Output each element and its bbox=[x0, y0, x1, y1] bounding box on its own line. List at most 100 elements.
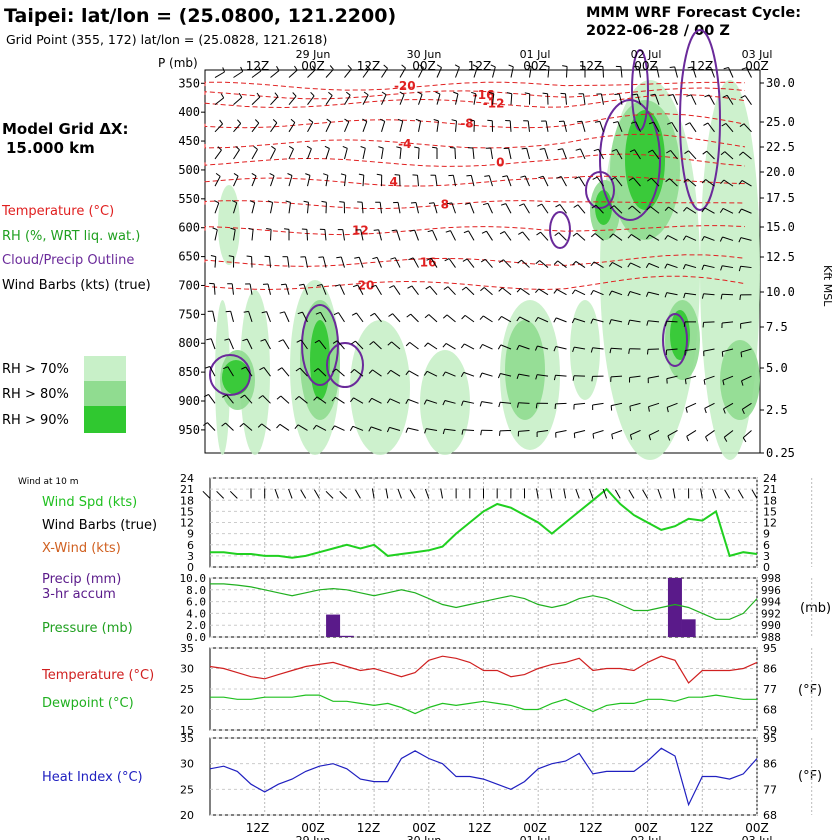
wind-barb-flag bbox=[648, 406, 650, 412]
wind-barb bbox=[452, 175, 456, 187]
wind-barb bbox=[251, 202, 256, 214]
pressure-ytick: 990 bbox=[761, 619, 781, 632]
wind-barb-flag bbox=[629, 434, 633, 440]
wind-barb bbox=[630, 430, 641, 436]
wind-barb bbox=[631, 205, 641, 214]
wind-barb-flag bbox=[479, 344, 483, 349]
wind-barb-flag bbox=[423, 371, 428, 376]
day-label-bottom: 01 Jul bbox=[520, 834, 551, 840]
wind-barb-flag bbox=[405, 427, 409, 433]
wind-barb-flag bbox=[524, 92, 530, 95]
temperature-contour bbox=[204, 81, 746, 91]
wind-barb bbox=[519, 316, 530, 323]
wind-speed-series bbox=[210, 487, 758, 559]
wind-barb-flag bbox=[308, 118, 314, 123]
wind-barb-flag bbox=[387, 341, 392, 346]
wind-barb bbox=[555, 429, 567, 434]
wind-barb-flag bbox=[284, 228, 290, 230]
wind-barb bbox=[207, 422, 216, 431]
wind-barb-flag bbox=[591, 204, 597, 209]
wind-barb-flag bbox=[397, 118, 403, 122]
wind-barb bbox=[631, 233, 641, 241]
wind-barb bbox=[518, 402, 530, 404]
wind-barb-flag bbox=[683, 178, 688, 183]
wind-barb-flag bbox=[628, 348, 630, 354]
wind-barb bbox=[307, 69, 316, 78]
day-label-top: 29 Jun bbox=[296, 48, 331, 61]
wind-barb bbox=[706, 150, 715, 160]
wind-barb bbox=[666, 348, 678, 351]
wind-barb bbox=[469, 202, 475, 214]
rh-area bbox=[570, 300, 600, 400]
wind-barb bbox=[560, 176, 567, 187]
wind-barb-flag bbox=[378, 146, 384, 149]
wind-barb-flag bbox=[650, 93, 656, 96]
wind-barb bbox=[379, 202, 382, 214]
wind-barb bbox=[671, 122, 678, 133]
wind-barb bbox=[575, 260, 586, 268]
pressure-ytick: 996 bbox=[761, 584, 781, 597]
wind-barb-flag bbox=[210, 255, 216, 258]
hour-label-bottom: 00Z bbox=[301, 821, 325, 835]
wind-barb-flag bbox=[701, 293, 704, 299]
wind-barb bbox=[251, 96, 261, 106]
wind-barb bbox=[742, 430, 752, 439]
wind-barb-flag bbox=[373, 229, 379, 231]
wind-barb-flag bbox=[383, 64, 388, 69]
wind-barb bbox=[473, 93, 477, 105]
wind-barb bbox=[371, 397, 382, 404]
hour-label-bottom: 12Z bbox=[468, 821, 492, 835]
wind-barb-flag bbox=[627, 319, 631, 326]
wind-barb-flag bbox=[498, 402, 501, 408]
wind-ytick-left: 9 bbox=[187, 528, 194, 541]
wind-barb bbox=[649, 234, 660, 241]
wind-barb bbox=[722, 321, 734, 324]
wind-barb bbox=[685, 348, 697, 351]
wind-barb-flag bbox=[668, 94, 674, 97]
wind-barb bbox=[251, 122, 260, 133]
wind-barb bbox=[418, 67, 424, 78]
wind-barb-flag bbox=[590, 318, 594, 324]
day-label-bottom: 02 Jul bbox=[631, 834, 662, 840]
hour-label-bottom: 00Z bbox=[745, 821, 769, 835]
wind-barb bbox=[726, 95, 734, 105]
wind-barb bbox=[583, 93, 586, 105]
wind-barb-flag bbox=[738, 266, 742, 272]
wind-ytick-right: 24 bbox=[763, 472, 777, 485]
temp-ytick: 15 bbox=[180, 724, 194, 737]
hour-label-top: 00Z bbox=[523, 59, 547, 73]
wind-barb-flag bbox=[571, 318, 575, 324]
wind-barb-flag bbox=[738, 180, 743, 185]
dewpoint-label: Dewpoint (°C) bbox=[42, 696, 134, 711]
wind-barb-flag bbox=[360, 146, 366, 149]
wind-barb-flag bbox=[647, 177, 652, 182]
wind-barb bbox=[322, 256, 327, 268]
wind-barb-flag bbox=[214, 200, 220, 204]
height-unit-label: Kft MSL bbox=[821, 265, 834, 307]
wind-barb-flag bbox=[553, 346, 557, 352]
wind-barb-flag bbox=[428, 202, 435, 204]
wind-barb-flag bbox=[484, 175, 490, 177]
wind-barb-flag bbox=[290, 118, 296, 123]
wind-barb-flag bbox=[222, 394, 227, 398]
wind-barb bbox=[233, 175, 239, 187]
wind-barb-flag bbox=[433, 119, 439, 122]
pressure-tick-label: 450 bbox=[178, 134, 200, 148]
wind-barb bbox=[412, 257, 419, 268]
wind-barb bbox=[594, 233, 604, 241]
wind-barb-flag bbox=[554, 232, 560, 237]
xwind-label: X-Wind (kts) bbox=[42, 541, 121, 556]
wind-barb bbox=[612, 261, 623, 269]
wind-barb-flag bbox=[517, 259, 522, 264]
wind-barb bbox=[666, 263, 678, 269]
precip-bar bbox=[326, 614, 341, 637]
wind-barb bbox=[741, 179, 752, 187]
wind-barb bbox=[409, 342, 419, 350]
wind-barb-flag bbox=[555, 204, 561, 208]
wind-barb-flag bbox=[738, 208, 742, 214]
temperature-contour bbox=[204, 133, 746, 149]
day-label-top: 03 Jul bbox=[742, 48, 773, 61]
wind-barb bbox=[723, 402, 734, 410]
wind-barb bbox=[725, 123, 734, 133]
wind-barb-flag bbox=[590, 233, 596, 238]
